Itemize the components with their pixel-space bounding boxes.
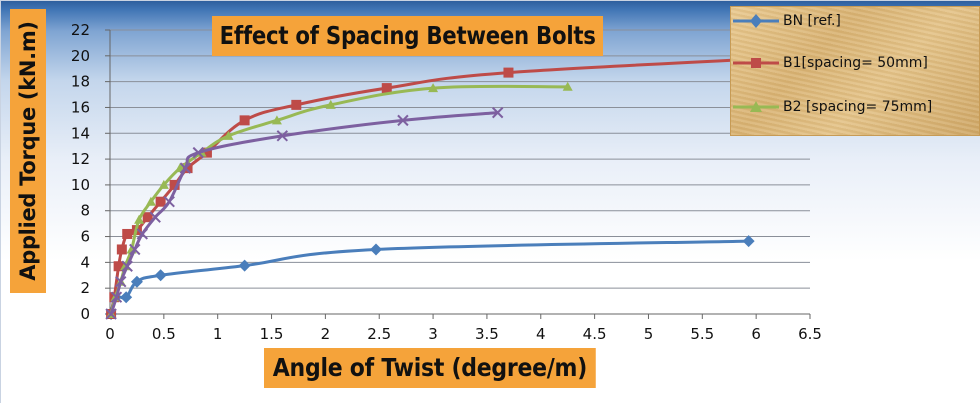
series-2-point-7	[158, 179, 169, 189]
series-2-point-14	[562, 81, 573, 91]
x-tick-label-5: 2.5	[367, 325, 391, 343]
series-1-point-14	[503, 67, 514, 78]
y-tick-label-0: 0	[80, 305, 90, 323]
series-3-point-10	[276, 130, 289, 142]
legend-label-b2: B2 [spacing= 75mm]	[783, 99, 933, 115]
series-2-point-12	[325, 99, 336, 109]
x-tick-label-9: 4.5	[583, 325, 607, 343]
series-0-point-2	[120, 291, 133, 304]
x-tick-label-0: 0	[105, 325, 115, 343]
series-line-0	[109, 239, 749, 315]
legend-label-b1: B1[spacing= 50mm]	[783, 55, 928, 71]
x-tick-label-7: 3.5	[475, 325, 499, 343]
series-0	[105, 235, 755, 320]
legend-swatch-bn	[733, 14, 779, 28]
series-3-point-2	[115, 276, 127, 288]
series-3-point-11	[397, 114, 409, 127]
series-0-point-3	[130, 275, 143, 288]
legend-swatch-b1	[733, 58, 779, 68]
series-1-point-9	[182, 163, 193, 174]
series-1-point-8	[169, 179, 180, 190]
x-tick-label-8: 4	[536, 325, 546, 343]
y-axis-label: Applied Torque (kN.m)	[10, 9, 46, 293]
y-tick-label-1: 2	[80, 279, 90, 297]
series-0-point-4	[154, 269, 167, 282]
series-3-point-0	[105, 308, 117, 320]
series-1-point-12	[291, 99, 302, 110]
chart-title: Effect of Spacing Between Bolts	[212, 16, 604, 56]
legend-entry-bn: BN [ref.]	[731, 11, 980, 31]
series-1-point-6	[142, 212, 153, 223]
series-3	[105, 106, 504, 320]
series-3-point-3	[121, 260, 133, 272]
series-line-3	[109, 111, 498, 315]
x-axis-label: Angle of Twist (degree/m)	[264, 348, 596, 388]
series-3-point-4	[129, 243, 141, 256]
series-layer	[105, 50, 826, 320]
axes	[105, 29, 811, 319]
x-tick-label-1: 0.5	[152, 325, 176, 343]
x-tick-labels: 0 0.5 1 1.5 2 2.5 3 3.5 4 4.5 5 5.5 6 6.5	[105, 325, 822, 343]
series-1-point-2	[113, 261, 124, 272]
series-1-point-3	[116, 244, 127, 255]
x-tick-label-11: 5.5	[690, 325, 714, 343]
series-3-point-8	[179, 162, 192, 174]
legend-entry-b2: B2 [spacing= 75mm]	[731, 97, 980, 117]
legend-entry-b1: B1[spacing= 50mm]	[731, 53, 980, 73]
series-3-point-5	[136, 228, 149, 240]
series-3-point-12	[491, 106, 504, 119]
legend-label-bn: BN [ref.]	[783, 13, 841, 29]
legend: BN [ref.] B1[spacing= 50mm] B2 [spacing=…	[730, 6, 980, 136]
legend-swatch-b2	[733, 101, 779, 112]
y-tick-label-11: 22	[71, 21, 90, 39]
x-tick-label-12: 6	[751, 325, 761, 343]
x-tick-label-6: 3	[428, 325, 438, 343]
series-1-point-11	[239, 115, 250, 126]
series-3-point-9	[192, 146, 205, 159]
series-2-point-11	[271, 115, 282, 125]
series-1-point-10	[201, 147, 212, 158]
y-tick-label-6: 12	[71, 150, 90, 168]
series-1-point-4	[122, 228, 133, 239]
y-tick-label-4: 8	[80, 202, 90, 220]
series-line-2	[109, 84, 568, 315]
series-1-point-7	[155, 196, 166, 207]
y-tick-label-2: 4	[80, 253, 90, 271]
series-0-point-7	[742, 235, 755, 248]
series-2-point-6	[145, 196, 156, 206]
y-tick-label-10: 20	[71, 47, 90, 65]
series-0-point-5	[238, 259, 251, 272]
series-2-point-10	[223, 130, 234, 140]
x-tick-label-10: 5	[644, 325, 654, 343]
series-1-point-13	[381, 83, 392, 94]
y-tick-label-5: 10	[71, 176, 90, 194]
x-tick-label-3: 1.5	[260, 325, 284, 343]
series-0-point-6	[370, 243, 382, 256]
y-tick-label-9: 18	[71, 73, 90, 91]
x-tick-label-2: 1	[213, 325, 223, 343]
series-2-point-5	[134, 214, 145, 224]
gridlines	[110, 29, 810, 289]
series-2-point-13	[428, 83, 439, 93]
series-3-point-7	[163, 195, 175, 208]
series-3-point-6	[149, 211, 161, 223]
y-tick-labels: 0 2 4 6 8 10 12 14 16 18 20 22	[71, 21, 90, 323]
y-tick-label-8: 16	[71, 98, 90, 116]
x-tick-label-13: 6.5	[798, 325, 822, 343]
y-tick-label-7: 14	[71, 124, 90, 142]
series-3-point-1	[110, 291, 123, 303]
x-tick-label-4: 2	[321, 325, 331, 343]
y-tick-label-3: 6	[80, 228, 90, 246]
